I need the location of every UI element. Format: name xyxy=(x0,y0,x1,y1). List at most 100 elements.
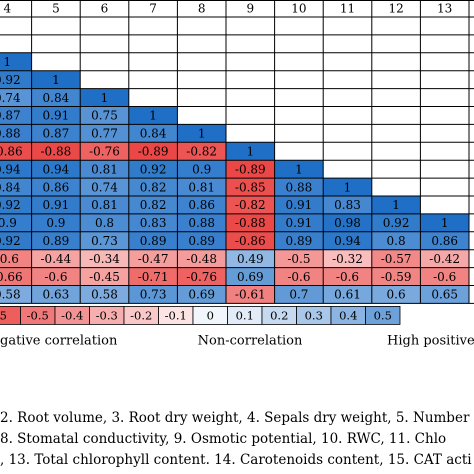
heatmap-cell xyxy=(177,231,226,250)
column-header: 8 xyxy=(198,2,206,16)
cell-value: 0.73 xyxy=(91,234,118,248)
cell-value: 0.49 xyxy=(237,252,264,266)
heatmap-cell xyxy=(274,231,324,250)
heatmap-cell xyxy=(128,178,178,196)
cell-value: -0.6 xyxy=(287,270,310,284)
heatmap-cell xyxy=(177,178,226,196)
column-header: 9 xyxy=(246,2,254,16)
cell-value: 0.9 xyxy=(192,162,211,176)
cell-value: 0.81 xyxy=(91,198,118,212)
cell-value: -0.66 xyxy=(0,270,23,284)
heatmap-cell xyxy=(128,249,178,268)
heatmap-cell xyxy=(80,249,129,268)
cell-value: -0.42 xyxy=(429,252,460,266)
cell-value: 0.58 xyxy=(91,288,118,302)
cell-value: 0.83 xyxy=(334,198,361,212)
heatmap-cell xyxy=(420,231,469,250)
heatmap-cell xyxy=(80,231,129,250)
cell-value: 0.87 xyxy=(43,127,70,141)
heatmap-cell xyxy=(80,160,129,179)
cell-value: -0.6 xyxy=(44,270,67,284)
cell-value: 0.89 xyxy=(43,234,70,248)
cell-value: 0.89 xyxy=(140,234,167,248)
cell-value: 0.98 xyxy=(334,216,361,230)
legend-label-neutral: Non-correlation xyxy=(198,333,303,348)
cell-value: 0.73 xyxy=(140,288,167,302)
cell-value: 0.89 xyxy=(188,234,215,248)
heatmap-cell xyxy=(371,267,421,286)
heatmap-cell xyxy=(31,267,81,286)
heatmap-cell xyxy=(0,231,32,250)
cell-value: 0.7 xyxy=(289,288,308,302)
cell-value: -0.59 xyxy=(381,270,412,284)
cell-value: -0.61 xyxy=(235,288,266,302)
cell-value: -0.48 xyxy=(186,252,217,266)
heatmap-cell xyxy=(226,267,275,286)
cell-value: 0.91 xyxy=(43,198,70,212)
cell-value: 0.92 xyxy=(0,234,21,248)
heatmap-cell xyxy=(177,124,226,143)
color-scale-tick-label: 0.3 xyxy=(305,308,323,322)
heatmap-cell xyxy=(226,231,275,250)
cell-value: 0.91 xyxy=(286,216,313,230)
cell-value: -0.6 xyxy=(0,252,19,266)
heatmap-cell xyxy=(274,160,324,179)
heatmap-cell xyxy=(0,213,32,232)
cell-value: 0.92 xyxy=(383,216,410,230)
heatmap-cell xyxy=(323,249,372,268)
heatmap-cell xyxy=(31,106,81,125)
cell-value: 0.83 xyxy=(140,216,167,230)
heatmap-cell xyxy=(274,196,324,214)
cell-value: 1 xyxy=(198,127,206,141)
heatmap-cell xyxy=(0,52,32,71)
heatmap-cell xyxy=(128,106,178,125)
cell-value: 0.69 xyxy=(237,270,264,284)
cell-value: 0.84 xyxy=(140,127,167,141)
legend-label-positive: High positive co xyxy=(387,333,474,348)
heatmap-cell xyxy=(80,178,129,196)
color-scale-tick-label: -0.2 xyxy=(130,308,152,322)
cell-value: -0.86 xyxy=(235,234,266,248)
cell-value: 0.65 xyxy=(431,288,458,302)
heatmap-cell xyxy=(420,285,469,304)
heatmap-cell xyxy=(0,196,32,214)
cell-value: 0.87 xyxy=(0,109,21,123)
cell-value: 0.84 xyxy=(0,180,21,194)
heatmap-cell xyxy=(226,196,275,214)
color-scale-tick-label: -0.5 xyxy=(27,308,49,322)
heatmap-cell xyxy=(226,213,275,232)
cell-value: 1 xyxy=(149,109,157,123)
cell-value: -0.86 xyxy=(0,144,23,158)
cell-value: 0.89 xyxy=(286,234,313,248)
heatmap-cell xyxy=(177,249,226,268)
heatmap-cell xyxy=(31,196,81,214)
heatmap-cell xyxy=(371,213,421,232)
heatmap-cell xyxy=(323,178,372,196)
heatmap-cell xyxy=(31,285,81,304)
heatmap-cell xyxy=(226,142,275,161)
cell-value: -0.82 xyxy=(186,144,217,158)
heatmap-cell xyxy=(0,267,32,286)
cell-value: 0.6 xyxy=(387,288,406,302)
cell-value: 0.74 xyxy=(91,180,118,194)
heatmap-cell xyxy=(177,285,226,304)
cell-value: 0.94 xyxy=(0,162,21,176)
cell-value: 0.77 xyxy=(91,127,118,141)
cell-value: 1 xyxy=(101,91,109,105)
heatmap-cell xyxy=(371,231,421,250)
caption-line-2: 8. Stomatal conductivity, 9. Osmotic pot… xyxy=(0,431,447,447)
heatmap-cell xyxy=(31,124,81,143)
column-header: 7 xyxy=(149,2,157,16)
heatmap-cell xyxy=(80,88,129,107)
cell-value: -0.34 xyxy=(89,252,120,266)
heatmap-cell xyxy=(323,231,372,250)
cell-value: -0.88 xyxy=(41,144,72,158)
cell-value: 1 xyxy=(344,180,352,194)
cell-value: 0.91 xyxy=(286,198,313,212)
caption-line-3: , 13. Total chlorophyll content. 14. Car… xyxy=(0,452,472,468)
heatmap-cell xyxy=(128,142,178,161)
cell-value: -0.5 xyxy=(287,252,310,266)
cell-value: 0.63 xyxy=(43,288,70,302)
heatmap-cell xyxy=(177,160,226,179)
heatmap-cell xyxy=(177,267,226,286)
